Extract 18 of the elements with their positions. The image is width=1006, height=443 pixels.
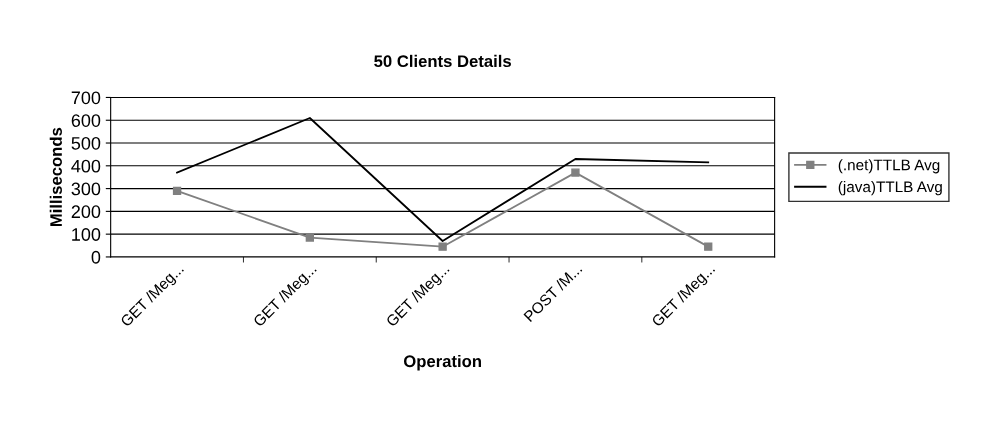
point bbox=[172, 186, 182, 196]
legend-label: (java)TTLB Avg bbox=[838, 181, 942, 196]
chart-title: 50 Clients Details bbox=[374, 54, 511, 68]
y-tick-label: 400 bbox=[71, 159, 101, 173]
point bbox=[305, 233, 315, 242]
y-tick-label: 200 bbox=[71, 205, 101, 219]
y-tick-label: 100 bbox=[72, 228, 101, 241]
point bbox=[438, 242, 447, 251]
legend-label: (.net)TTLB Avg bbox=[838, 159, 940, 174]
point bbox=[571, 168, 580, 177]
y-tick-label: 700 bbox=[71, 91, 101, 105]
y-axis-title: Milliseconds bbox=[49, 127, 62, 227]
point bbox=[704, 242, 713, 251]
x-axis-title: Operation bbox=[403, 354, 481, 371]
y-tick-label: 300 bbox=[71, 182, 101, 196]
y-tick-label: 500 bbox=[71, 136, 101, 150]
y-tick-label: 0 bbox=[91, 250, 101, 264]
y-tick-label: 600 bbox=[71, 114, 101, 127]
